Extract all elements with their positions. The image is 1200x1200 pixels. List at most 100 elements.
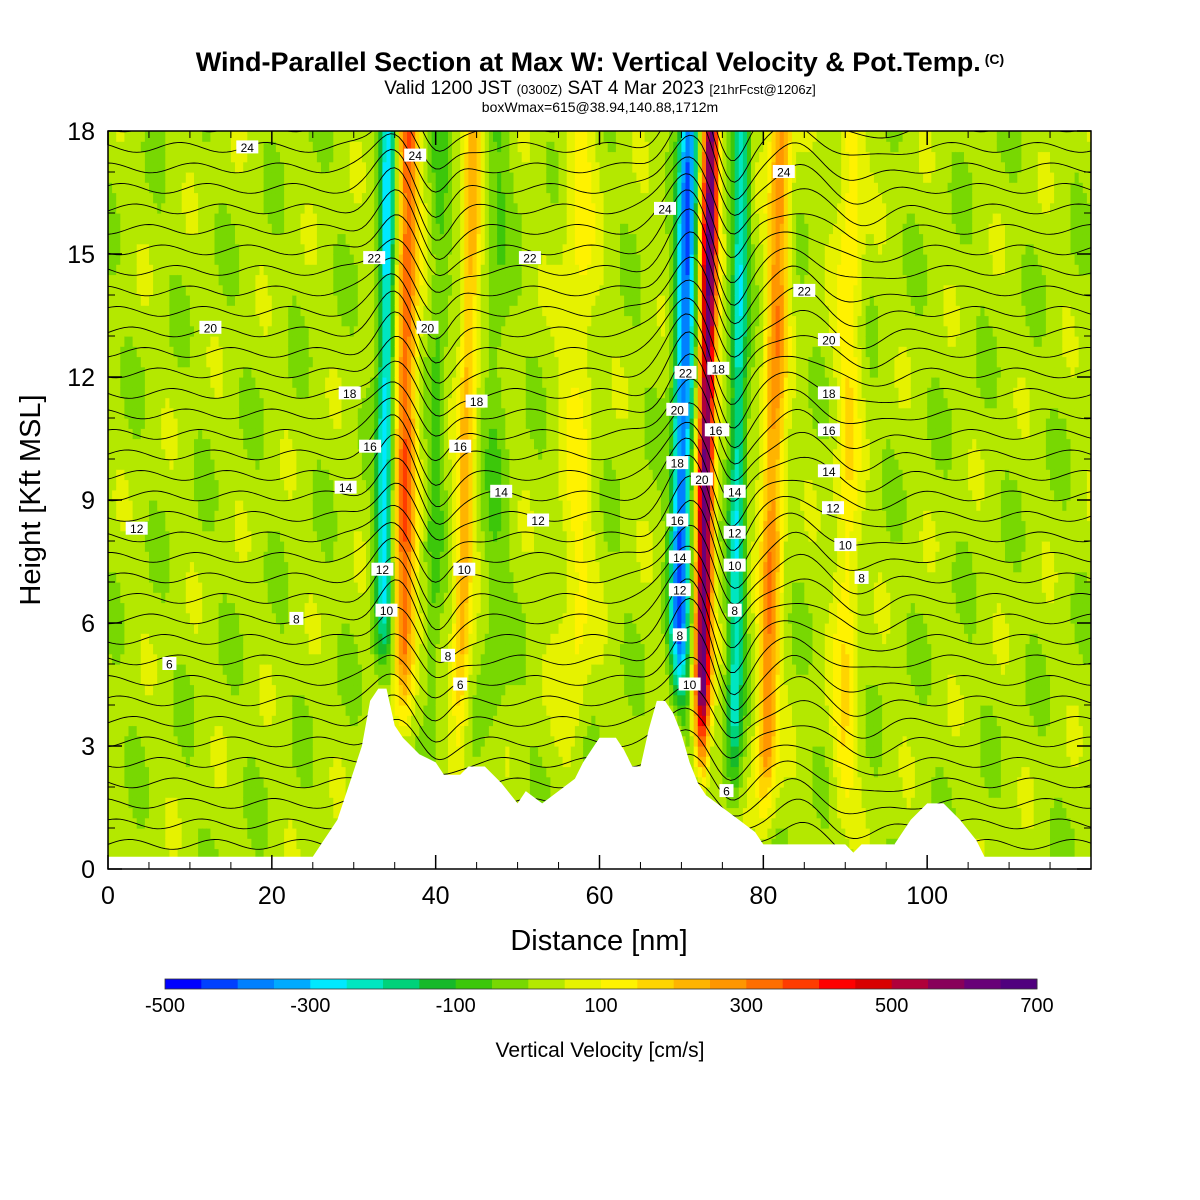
field-cell — [136, 448, 142, 460]
field-cell — [124, 653, 130, 665]
field-cell — [280, 623, 285, 634]
field-cell — [353, 295, 359, 306]
field-cell — [210, 612, 216, 624]
field-cell — [165, 438, 170, 450]
field-cell — [239, 602, 244, 614]
field-cell — [292, 602, 297, 614]
field-cell — [157, 459, 162, 470]
field-cell — [198, 735, 203, 747]
field-cell — [116, 838, 121, 850]
field-cell — [263, 295, 269, 306]
field-cell — [378, 428, 383, 440]
field-cell — [255, 602, 261, 614]
field-cell — [206, 387, 211, 399]
field-cell — [206, 182, 211, 194]
field-cell — [149, 448, 154, 460]
field-cell — [144, 725, 150, 737]
field-cell — [198, 346, 203, 358]
field-cell — [366, 602, 371, 614]
field-cell — [124, 571, 130, 583]
field-cell — [230, 489, 236, 501]
field-cell — [275, 233, 281, 245]
field-cell — [316, 674, 322, 686]
field-cell — [341, 551, 347, 563]
field-cell — [173, 838, 179, 850]
field-cell — [144, 479, 150, 491]
field-cell — [316, 489, 322, 501]
field-cell — [189, 448, 195, 460]
field-cell — [116, 469, 121, 481]
field-cell — [251, 561, 257, 573]
field-cell — [181, 571, 187, 583]
field-cell — [312, 694, 318, 706]
field-cell — [243, 295, 248, 306]
field-cell — [189, 582, 195, 593]
field-cell — [165, 848, 170, 860]
field-cell — [345, 500, 351, 511]
field-cell — [312, 131, 318, 142]
field-cell — [280, 151, 285, 163]
field-cell — [366, 469, 371, 481]
field-cell — [165, 459, 170, 470]
field-cell — [374, 582, 379, 593]
field-cell — [288, 366, 293, 378]
field-cell — [214, 787, 220, 798]
field-cell — [153, 182, 158, 194]
field-cell — [202, 582, 207, 593]
field-cell — [198, 500, 203, 511]
field-cell — [198, 489, 203, 501]
field-cell — [296, 479, 302, 491]
field-cell — [210, 213, 216, 224]
field-cell — [370, 264, 375, 276]
field-cell — [198, 274, 203, 286]
field-cell — [353, 254, 359, 265]
field-cell — [259, 694, 265, 706]
field-cell — [235, 623, 240, 634]
field-cell — [259, 633, 265, 645]
field-cell — [259, 438, 265, 450]
field-cell — [284, 448, 289, 460]
field-cell — [263, 202, 269, 214]
field-cell — [357, 500, 363, 511]
field-cell — [345, 705, 351, 716]
field-cell — [247, 612, 252, 624]
field-cell — [271, 377, 277, 388]
field-cell — [194, 541, 199, 552]
field-cell — [144, 510, 150, 522]
field-cell — [116, 551, 121, 563]
field-cell — [136, 305, 142, 317]
field-cell — [132, 315, 138, 327]
field-cell — [271, 284, 277, 296]
field-cell — [226, 325, 232, 337]
field-cell — [267, 459, 273, 470]
field-cell — [206, 602, 211, 614]
field-cell — [300, 223, 306, 235]
field-cell — [259, 746, 265, 757]
field-cell — [292, 459, 297, 470]
field-cell — [321, 161, 326, 173]
field-cell — [116, 489, 121, 501]
field-cell — [198, 336, 203, 347]
field-cell — [259, 674, 265, 686]
field-cell — [189, 428, 195, 440]
field-cell — [161, 817, 166, 829]
field-cell — [361, 233, 367, 245]
field-cell — [361, 192, 367, 204]
field-cell — [230, 684, 236, 696]
field-cell — [370, 243, 375, 255]
field-cell — [275, 715, 281, 727]
field-cell — [333, 715, 338, 727]
field-cell — [271, 725, 277, 737]
field-cell — [370, 653, 375, 665]
field-cell — [226, 746, 232, 757]
field-cell — [308, 448, 314, 460]
field-cell — [140, 746, 146, 757]
field-cell — [218, 725, 224, 737]
field-cell — [271, 828, 277, 839]
field-cell — [378, 202, 383, 214]
field-cell — [108, 407, 113, 419]
field-cell — [267, 541, 273, 552]
field-cell — [202, 131, 207, 142]
field-cell — [316, 592, 322, 604]
field-cell — [321, 336, 326, 347]
